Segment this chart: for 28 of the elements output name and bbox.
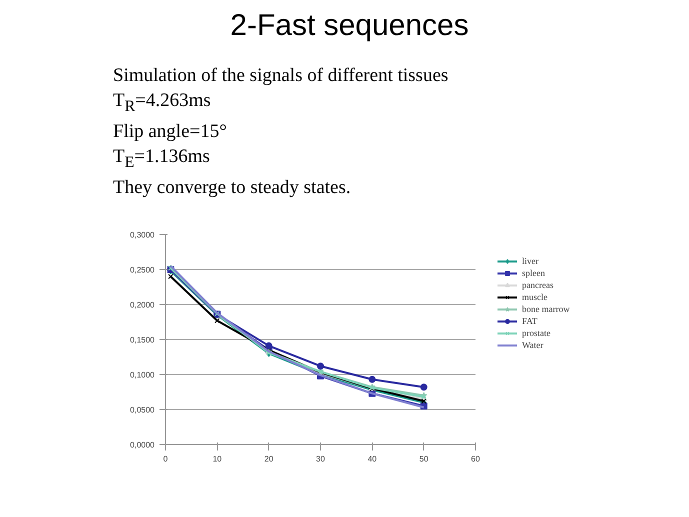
x-tick-label: 10 [212,454,222,464]
legend-label: liver [522,256,540,266]
legend-label: FAT [522,316,538,326]
legend-label: muscle [522,292,548,302]
y-tick-label: 0,3000 [130,230,156,240]
y-tick-label: 0,0500 [130,406,156,414]
x-tick-label: 0 [163,454,168,464]
legend-label: pancreas [522,280,554,290]
y-tick-label: 0,2000 [130,300,156,310]
x-tick-label: 50 [419,454,429,464]
text: They converge to steady states. [113,176,351,198]
legend-label: bone marrow [522,304,570,314]
x-tick-label: 30 [316,454,326,464]
y-tick-label: 0,2500 [130,266,156,274]
text: T$_{R}$=4.263ms [113,90,211,115]
y-tick-label: 0,1000 [130,370,156,380]
text: T$_{E}$=1.136ms [113,146,210,171]
legend-label: Water [522,340,544,350]
y-tick-label: 0,0000 [130,440,156,450]
y-tick-label: 0,1500 [130,336,156,344]
legend-label: spleen [522,268,545,278]
x-tick-label: 40 [368,454,378,464]
x-tick-label: 60 [471,454,480,464]
text: Flip angle=15° [113,120,227,142]
chart-title: 2-Fast sequences [230,8,469,44]
text: Simulation of the signals of different tissues [113,65,448,86]
x-tick-label: 20 [264,454,274,464]
legend-label: prostate [522,328,550,338]
